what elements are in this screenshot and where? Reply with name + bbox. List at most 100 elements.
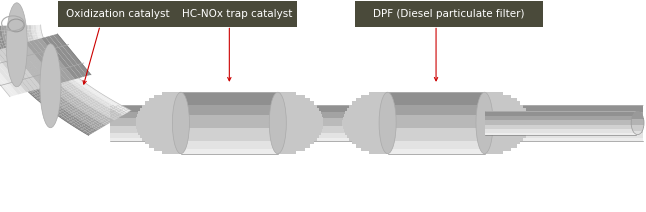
Polygon shape: [0, 49, 3, 52]
Polygon shape: [95, 94, 100, 96]
Polygon shape: [29, 40, 32, 42]
Polygon shape: [56, 63, 60, 66]
Polygon shape: [30, 37, 34, 40]
Polygon shape: [30, 92, 34, 95]
Polygon shape: [0, 54, 3, 57]
Polygon shape: [35, 41, 38, 44]
Polygon shape: [32, 56, 36, 58]
Polygon shape: [29, 40, 67, 82]
Polygon shape: [78, 102, 82, 105]
Polygon shape: [59, 69, 63, 71]
Polygon shape: [26, 62, 30, 64]
Bar: [181, 149, 278, 151]
Polygon shape: [71, 74, 76, 76]
Bar: [181, 103, 278, 105]
Polygon shape: [21, 56, 25, 58]
Polygon shape: [33, 37, 36, 39]
Polygon shape: [37, 61, 41, 64]
Polygon shape: [92, 104, 96, 107]
Bar: [110, 139, 643, 140]
Polygon shape: [14, 39, 17, 42]
Polygon shape: [83, 121, 88, 124]
Polygon shape: [123, 107, 128, 110]
Polygon shape: [39, 86, 43, 89]
Polygon shape: [14, 57, 18, 60]
Polygon shape: [74, 87, 79, 90]
Bar: [484, 105, 523, 108]
Polygon shape: [70, 89, 74, 92]
Polygon shape: [74, 126, 79, 128]
Polygon shape: [14, 65, 17, 68]
Polygon shape: [63, 70, 67, 72]
Polygon shape: [57, 84, 61, 87]
Polygon shape: [32, 39, 35, 42]
Polygon shape: [79, 85, 83, 88]
Polygon shape: [106, 114, 110, 117]
Polygon shape: [47, 48, 50, 50]
Bar: [181, 151, 278, 152]
Polygon shape: [58, 71, 63, 74]
Polygon shape: [19, 33, 23, 36]
Polygon shape: [43, 101, 48, 104]
Polygon shape: [33, 39, 70, 81]
Polygon shape: [3, 57, 7, 59]
Polygon shape: [19, 61, 23, 64]
Polygon shape: [99, 109, 105, 111]
Polygon shape: [42, 77, 47, 80]
Polygon shape: [46, 55, 50, 57]
Polygon shape: [1, 57, 5, 60]
Polygon shape: [31, 78, 35, 81]
Polygon shape: [26, 50, 30, 52]
Polygon shape: [59, 89, 63, 91]
Polygon shape: [70, 86, 74, 89]
Bar: [634, 112, 641, 113]
Polygon shape: [30, 68, 35, 71]
Polygon shape: [107, 108, 112, 111]
Polygon shape: [63, 119, 68, 121]
Polygon shape: [26, 38, 29, 40]
Polygon shape: [22, 32, 25, 35]
Polygon shape: [23, 48, 26, 51]
Polygon shape: [16, 64, 20, 67]
Bar: [388, 148, 484, 149]
Bar: [636, 111, 639, 112]
Polygon shape: [17, 44, 54, 86]
Polygon shape: [103, 113, 108, 116]
Bar: [388, 95, 484, 97]
Polygon shape: [43, 62, 47, 65]
Bar: [110, 138, 643, 139]
Polygon shape: [20, 48, 23, 51]
Polygon shape: [36, 92, 41, 95]
Polygon shape: [99, 115, 103, 118]
Bar: [632, 127, 643, 128]
Bar: [140, 135, 181, 138]
Polygon shape: [50, 109, 55, 112]
Polygon shape: [90, 123, 96, 126]
Polygon shape: [94, 125, 98, 128]
Polygon shape: [32, 32, 35, 35]
Bar: [388, 128, 484, 129]
Bar: [181, 134, 278, 135]
Polygon shape: [46, 83, 50, 86]
Polygon shape: [96, 117, 101, 119]
Polygon shape: [75, 116, 79, 119]
Polygon shape: [86, 85, 90, 88]
Ellipse shape: [379, 92, 396, 154]
Polygon shape: [25, 43, 28, 45]
Polygon shape: [19, 30, 22, 33]
Polygon shape: [31, 65, 36, 68]
Polygon shape: [45, 100, 50, 103]
Polygon shape: [65, 88, 70, 91]
Bar: [388, 111, 484, 112]
Polygon shape: [51, 64, 55, 67]
Polygon shape: [103, 104, 109, 106]
Polygon shape: [28, 84, 32, 87]
Polygon shape: [25, 32, 27, 35]
Polygon shape: [53, 111, 57, 114]
Polygon shape: [87, 119, 92, 121]
Polygon shape: [37, 66, 42, 68]
Polygon shape: [41, 52, 45, 54]
Bar: [342, 123, 388, 126]
Polygon shape: [38, 25, 41, 29]
Bar: [110, 131, 643, 132]
